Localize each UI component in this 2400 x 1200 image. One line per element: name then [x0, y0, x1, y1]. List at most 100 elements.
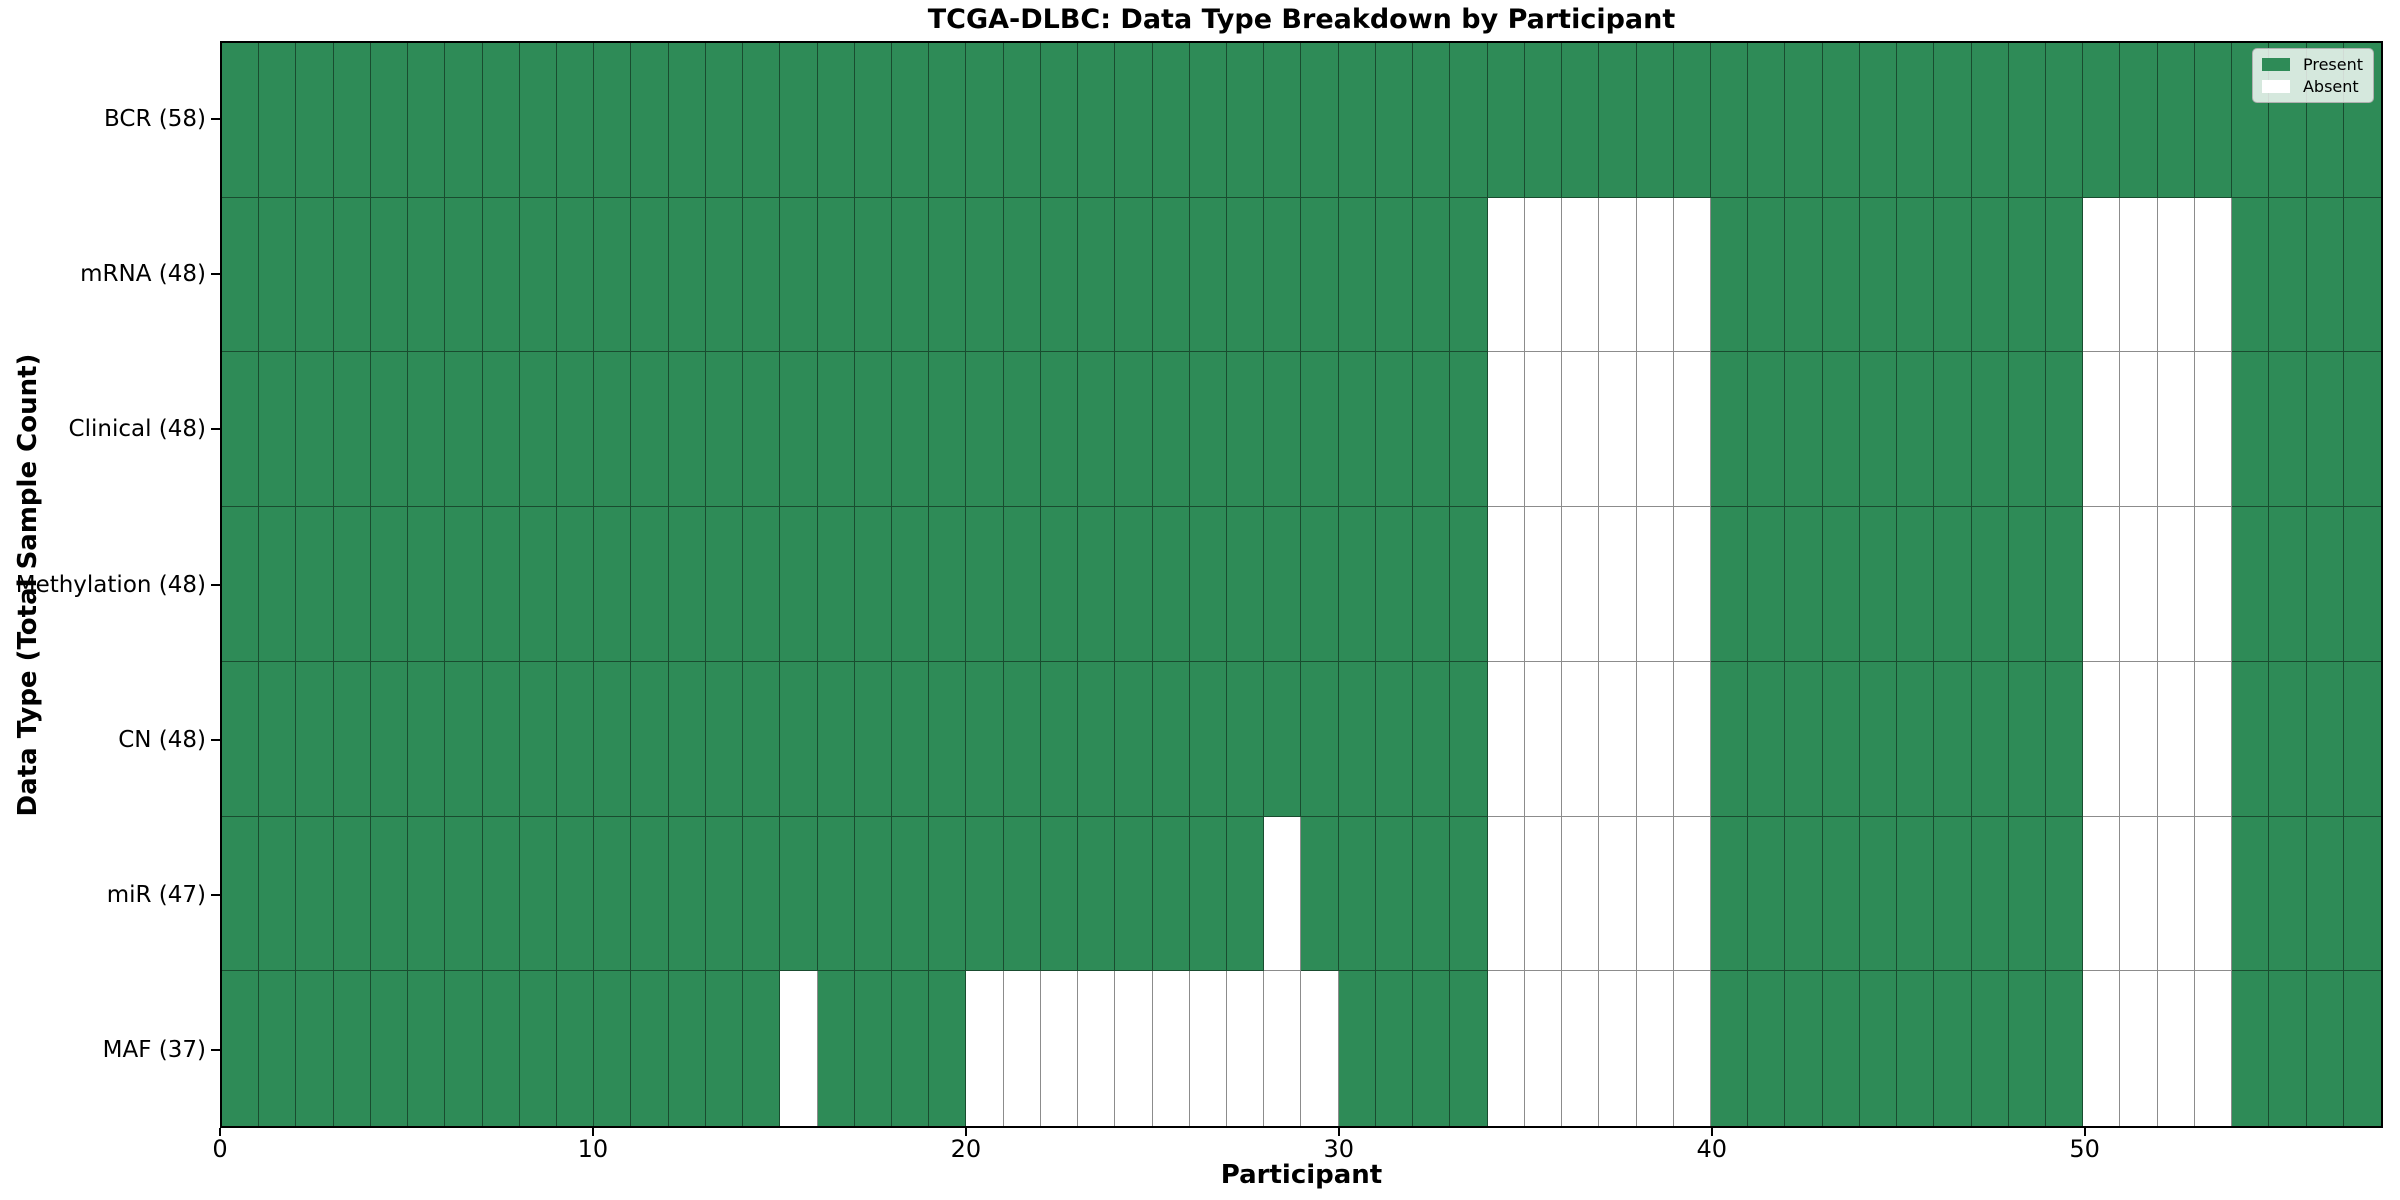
heatmap-cell: [929, 971, 967, 1126]
heatmap-cell: [1562, 43, 1600, 198]
heatmap-cell: [2269, 661, 2307, 817]
heatmap-cell: [1524, 661, 1563, 817]
heatmap-cell: [1822, 661, 1860, 817]
heatmap-cell: [1152, 197, 1190, 353]
heatmap-cell: [482, 661, 520, 817]
heatmap-cell: [2194, 197, 2233, 353]
heatmap-cell: [2157, 971, 2195, 1126]
heatmap-cell: [1562, 971, 1600, 1126]
heatmap-cell: [1040, 971, 1079, 1126]
heatmap-cell: [780, 197, 818, 353]
heatmap-cell: [1822, 352, 1860, 508]
heatmap-cell: [1003, 352, 1041, 508]
heatmap-cell: [370, 43, 409, 198]
heatmap-cell: [631, 661, 669, 817]
heatmap-cell: [1599, 661, 1637, 817]
heatmap-cell: [1636, 816, 1674, 972]
heatmap-cell: [296, 971, 334, 1126]
x-tick-label: 0: [212, 1135, 228, 1163]
heatmap-cell: [705, 661, 744, 817]
heatmap-cell: [1897, 197, 1935, 353]
heatmap-cell: [705, 971, 744, 1126]
heatmap-cell: [929, 197, 967, 353]
heatmap-cell: [1264, 816, 1302, 972]
heatmap-cell: [408, 352, 446, 508]
heatmap-cell: [1078, 661, 1116, 817]
heatmap-cell: [2083, 352, 2121, 508]
heatmap-cell: [519, 816, 558, 972]
heatmap-cell: [631, 507, 669, 662]
heatmap-cell: [780, 661, 818, 817]
heatmap-cell: [1264, 352, 1302, 508]
heatmap-cell: [594, 43, 632, 198]
heatmap-cell: [1710, 507, 1749, 662]
heatmap-cell: [594, 816, 632, 972]
heatmap-cell: [1301, 971, 1339, 1126]
heatmap-cell: [2120, 816, 2158, 972]
heatmap-cell: [482, 352, 520, 508]
heatmap-cell: [1115, 971, 1153, 1126]
heatmap-cell: [296, 816, 334, 972]
heatmap-cell: [1785, 352, 1823, 508]
x-tick-label: 30: [1323, 1135, 1355, 1163]
heatmap-cell: [519, 352, 558, 508]
heatmap-cell: [370, 197, 409, 353]
heatmap-cell: [2008, 661, 2046, 817]
heatmap-cell: [668, 352, 706, 508]
heatmap-cell: [966, 507, 1004, 662]
heatmap-cell: [2045, 507, 2084, 662]
heatmap-cell: [1375, 43, 1414, 198]
heatmap-cell: [1524, 971, 1563, 1126]
heatmap-cell: [557, 661, 595, 817]
heatmap-cell: [2194, 816, 2233, 972]
y-tick-mark: [211, 583, 220, 586]
y-tick-label: Clinical (48): [68, 416, 206, 443]
heatmap-cell: [296, 661, 334, 817]
heatmap-cell: [631, 352, 669, 508]
heatmap-cell: [1710, 816, 1749, 972]
heatmap-cell: [743, 352, 781, 508]
heatmap-cell: [1189, 971, 1228, 1126]
heatmap-cell: [2083, 661, 2121, 817]
heatmap-cell: [2120, 661, 2158, 817]
heatmap-cell: [2120, 971, 2158, 1126]
heatmap-cell: [817, 197, 855, 353]
heatmap-cell: [1078, 507, 1116, 662]
heatmap-cell: [2343, 816, 2381, 972]
heatmap-cell: [668, 43, 706, 198]
heatmap-cell: [1301, 352, 1339, 508]
heatmap-cell: [1822, 197, 1860, 353]
heatmap-cell: [2306, 507, 2344, 662]
heatmap-cell: [2343, 661, 2381, 817]
y-tick-mark: [211, 272, 220, 275]
heatmap-cell: [1375, 197, 1414, 353]
heatmap-cell: [1524, 507, 1563, 662]
heatmap-cell: [2120, 43, 2158, 198]
heatmap-cell: [705, 507, 744, 662]
heatmap-cell: [2306, 352, 2344, 508]
heatmap-cell: [705, 197, 744, 353]
heatmap-cell: [445, 971, 483, 1126]
heatmap-cell: [1710, 971, 1749, 1126]
heatmap-cell: [892, 43, 930, 198]
heatmap-cell: [1338, 661, 1376, 817]
heatmap-cell: [705, 352, 744, 508]
heatmap-cell: [259, 971, 297, 1126]
heatmap-cell: [519, 507, 558, 662]
heatmap-cell: [1375, 661, 1414, 817]
heatmap-cell: [1971, 661, 2009, 817]
heatmap-cell: [222, 661, 260, 817]
heatmap-cell: [1078, 352, 1116, 508]
heatmap-cell: [631, 197, 669, 353]
heatmap-cell: [743, 971, 781, 1126]
heatmap-cell: [1748, 971, 1786, 1126]
heatmap-cell: [1227, 971, 1265, 1126]
heatmap-grid: [222, 43, 2381, 1126]
y-tick-mark: [211, 117, 220, 120]
heatmap-cell: [1375, 971, 1414, 1126]
heatmap-cell: [1152, 352, 1190, 508]
heatmap-cell: [1487, 197, 1525, 353]
heatmap-cell: [2269, 971, 2307, 1126]
heatmap-cell: [2045, 197, 2084, 353]
heatmap-cell: [817, 971, 855, 1126]
